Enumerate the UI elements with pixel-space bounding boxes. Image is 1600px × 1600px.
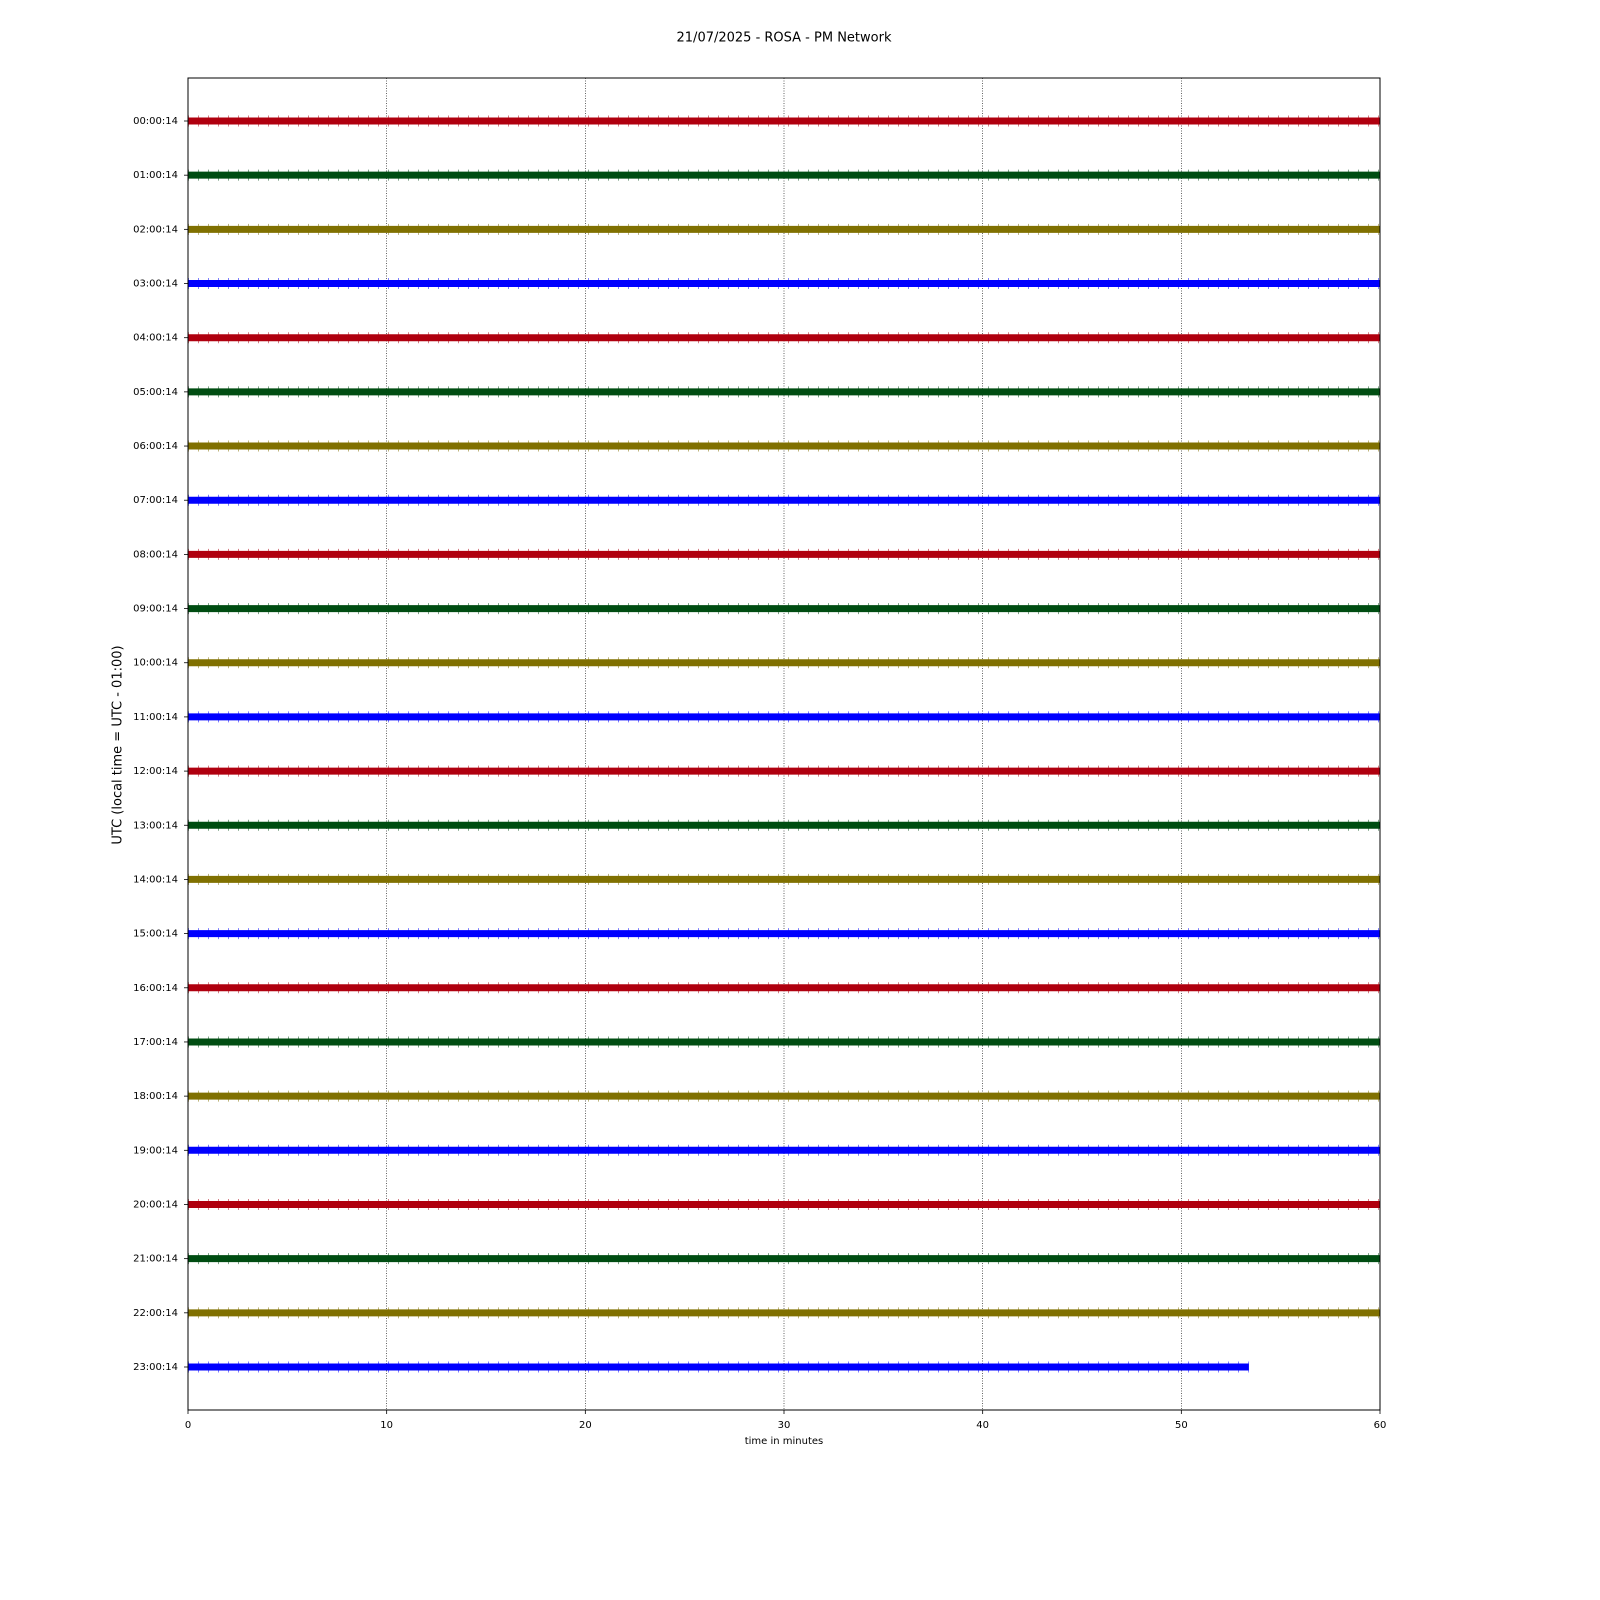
trace-label: 18:00:14 xyxy=(133,1091,178,1102)
y-axis-label: UTC (local time = UTC - 01:00) xyxy=(111,645,126,844)
trace-label: 16:00:14 xyxy=(133,983,178,994)
trace-label: 05:00:14 xyxy=(133,387,178,398)
trace-label: 13:00:14 xyxy=(133,820,178,831)
trace-label: 08:00:14 xyxy=(133,549,178,560)
x-tick-label: 50 xyxy=(1175,1420,1188,1431)
x-tick-label: 20 xyxy=(579,1420,592,1431)
trace-label: 02:00:14 xyxy=(133,224,178,235)
trace-label: 09:00:14 xyxy=(133,604,178,615)
trace-label: 11:00:14 xyxy=(133,712,178,723)
trace-label: 15:00:14 xyxy=(133,929,178,940)
trace-label: 22:00:14 xyxy=(133,1308,178,1319)
x-tick-label: 60 xyxy=(1374,1420,1387,1431)
trace-label: 10:00:14 xyxy=(133,658,178,669)
trace-label: 07:00:14 xyxy=(133,495,178,506)
trace-label: 12:00:14 xyxy=(133,766,178,777)
x-tick-label: 10 xyxy=(380,1420,393,1431)
trace-label: 04:00:14 xyxy=(133,333,178,344)
trace-label: 23:00:14 xyxy=(133,1362,178,1373)
trace-label: 21:00:14 xyxy=(133,1254,178,1265)
trace-label: 19:00:14 xyxy=(133,1145,178,1156)
x-tick-label: 30 xyxy=(778,1420,791,1431)
trace-label: 00:00:14 xyxy=(133,116,178,127)
trace-label: 06:00:14 xyxy=(133,441,178,452)
x-tick-label: 0 xyxy=(185,1420,191,1431)
chart-title: 21/07/2025 - ROSA - PM Network xyxy=(677,31,892,46)
plot-frame xyxy=(187,77,1381,1411)
trace-label: 14:00:14 xyxy=(133,874,178,885)
x-axis-label: time in minutes xyxy=(745,1436,824,1447)
x-tick-label: 40 xyxy=(976,1420,989,1431)
trace-label: 01:00:14 xyxy=(133,170,178,181)
trace-label: 20:00:14 xyxy=(133,1199,178,1210)
trace-label: 03:00:14 xyxy=(133,279,178,290)
trace-label: 17:00:14 xyxy=(133,1037,178,1048)
